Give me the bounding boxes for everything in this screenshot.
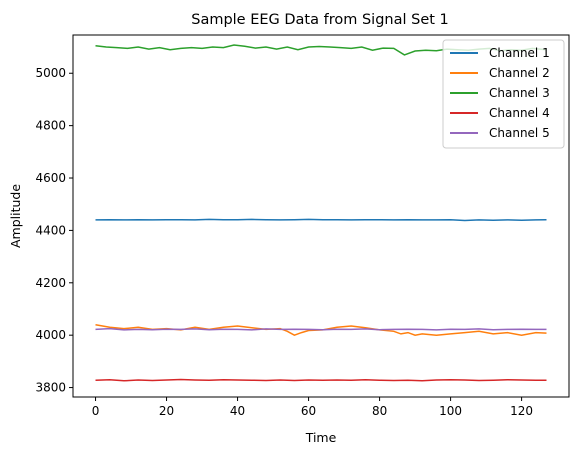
x-axis: 0 20 40 60 80 100 120	[92, 397, 533, 418]
y-axis-label: Amplitude	[8, 184, 23, 248]
y-tick-label: 4400	[35, 223, 66, 237]
x-tick-label: 100	[439, 404, 462, 418]
y-tick-label: 3800	[35, 381, 66, 395]
y-tick-label: 5000	[35, 66, 66, 80]
x-axis-label: Time	[305, 430, 337, 445]
y-tick-label: 4600	[35, 171, 66, 185]
y-axis: 3800 4000 4200 4400 4600 4800 5000	[35, 66, 73, 395]
legend-entry: Channel 2	[489, 66, 550, 80]
y-tick-label: 4800	[35, 119, 66, 133]
x-tick-label: 60	[301, 404, 316, 418]
x-tick-label: 120	[510, 404, 533, 418]
legend-entry: Channel 1	[489, 46, 550, 60]
plot-frame	[72, 34, 570, 398]
y-tick-label: 4200	[35, 276, 66, 290]
legend-box	[442, 39, 565, 149]
legend-entry: Channel 3	[489, 86, 550, 100]
legend-entry: Channel 5	[489, 126, 550, 140]
x-tick-label: 20	[159, 404, 174, 418]
series-line-5	[95, 327, 547, 331]
series-line-1	[95, 218, 547, 222]
legend-entry: Channel 4	[489, 106, 550, 120]
plot-area	[95, 44, 547, 382]
y-tick-label: 4000	[35, 328, 66, 342]
chart-title: Sample EEG Data from Signal Set 1	[191, 12, 449, 28]
series-line-4	[95, 378, 547, 382]
x-tick-label: 40	[230, 404, 245, 418]
x-tick-label: 0	[92, 404, 100, 418]
x-tick-label: 80	[372, 404, 387, 418]
legend: Channel 1 Channel 2 Channel 3 Channel 4 Chan…	[442, 39, 565, 149]
